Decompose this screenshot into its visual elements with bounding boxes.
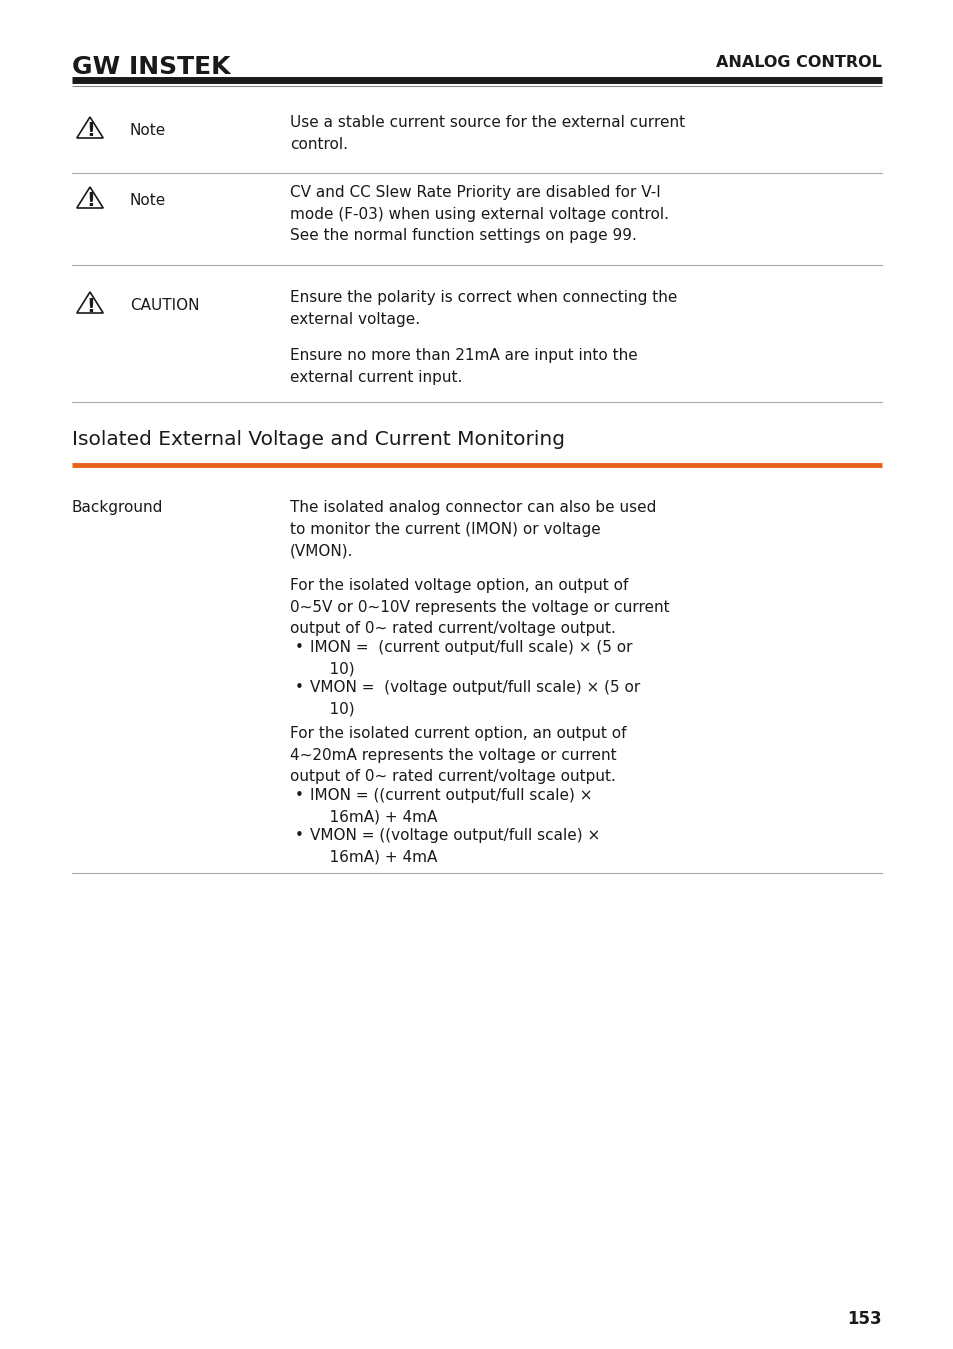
Text: Isolated External Voltage and Current Monitoring: Isolated External Voltage and Current Mo… (71, 430, 564, 449)
Text: 153: 153 (846, 1310, 882, 1327)
Text: •: • (294, 639, 304, 656)
Text: •: • (294, 680, 304, 695)
Text: For the isolated current option, an output of
4~20mA represents the voltage or c: For the isolated current option, an outp… (290, 726, 626, 784)
Text: Note: Note (130, 123, 166, 138)
Text: Background: Background (71, 500, 163, 515)
Text: Use a stable current source for the external current
control.: Use a stable current source for the exte… (290, 115, 684, 151)
Text: !: ! (87, 192, 95, 210)
Text: !: ! (87, 297, 95, 316)
Text: IMON = ((current output/full scale) ×
    16mA) + 4mA: IMON = ((current output/full scale) × 16… (310, 788, 592, 824)
Text: Ensure no more than 21mA are input into the
external current input.: Ensure no more than 21mA are input into … (290, 348, 638, 384)
Text: •: • (294, 788, 304, 803)
Text: CV and CC Slew Rate Priority are disabled for V-I
mode (F-03) when using externa: CV and CC Slew Rate Priority are disable… (290, 185, 668, 243)
Text: The isolated analog connector can also be used
to monitor the current (IMON) or : The isolated analog connector can also b… (290, 500, 656, 558)
Text: IMON =  (current output/full scale) × (5 or
    10): IMON = (current output/full scale) × (5 … (310, 639, 632, 677)
Text: ANALOG CONTROL: ANALOG CONTROL (716, 55, 882, 70)
Text: Ensure the polarity is correct when connecting the
external voltage.: Ensure the polarity is correct when conn… (290, 290, 677, 326)
Text: GW INSTEK: GW INSTEK (71, 55, 231, 80)
Text: VMON =  (voltage output/full scale) × (5 or
    10): VMON = (voltage output/full scale) × (5 … (310, 680, 639, 716)
Text: CAUTION: CAUTION (130, 298, 199, 313)
Text: !: ! (87, 121, 95, 140)
Text: For the isolated voltage option, an output of
0~5V or 0~10V represents the volta: For the isolated voltage option, an outp… (290, 577, 669, 637)
Text: Note: Note (130, 193, 166, 208)
Text: VMON = ((voltage output/full scale) ×
    16mA) + 4mA: VMON = ((voltage output/full scale) × 16… (310, 828, 599, 865)
Text: •: • (294, 828, 304, 843)
